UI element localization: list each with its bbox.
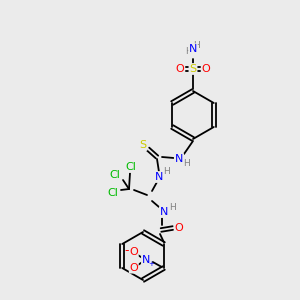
Text: Cl: Cl <box>110 170 120 180</box>
Text: O: O <box>176 64 184 74</box>
Text: N: N <box>142 255 150 265</box>
Text: H: H <box>194 41 200 50</box>
Text: -: - <box>124 244 129 257</box>
Text: H: H <box>164 167 170 176</box>
Text: N: N <box>189 44 197 54</box>
Text: S: S <box>189 64 197 74</box>
Text: N: N <box>160 207 168 217</box>
Text: N: N <box>155 172 163 182</box>
Text: S: S <box>140 140 147 150</box>
Text: O: O <box>202 64 210 74</box>
Text: Cl: Cl <box>126 162 136 172</box>
Text: Cl: Cl <box>108 188 118 198</box>
Text: O: O <box>129 263 138 273</box>
Text: H: H <box>184 160 190 169</box>
Text: +: + <box>148 261 154 267</box>
Text: H: H <box>184 46 191 56</box>
Text: O: O <box>175 223 183 233</box>
Text: H: H <box>169 202 176 211</box>
Text: O: O <box>129 247 138 257</box>
Text: N: N <box>175 154 183 164</box>
